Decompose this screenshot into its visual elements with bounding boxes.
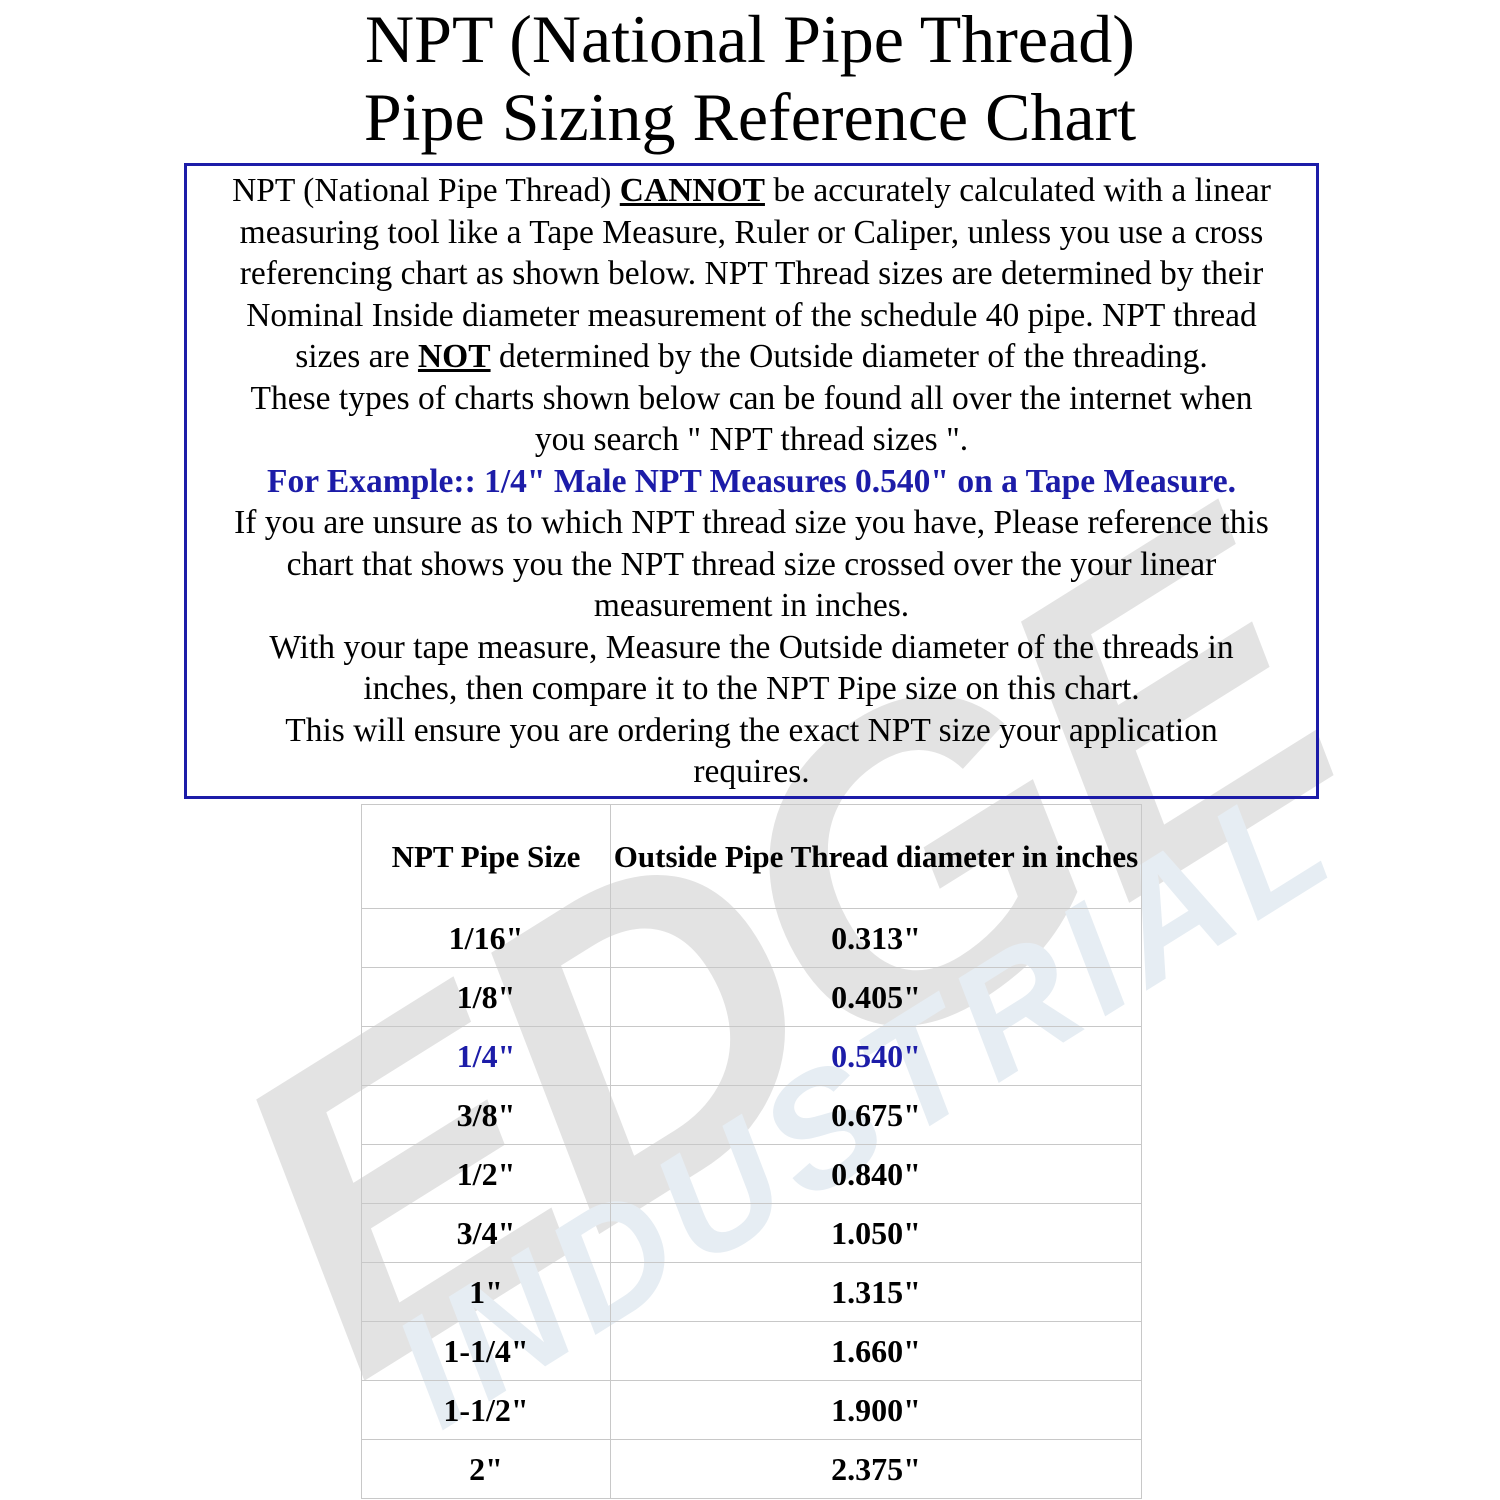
npt-size-cell: 3/4": [361, 1203, 611, 1263]
outside-diameter-cell: 0.675": [610, 1085, 1142, 1145]
text: determined by the Outside diameter of th…: [490, 338, 1208, 375]
npt-size-cell: 1/4": [361, 1026, 611, 1086]
npt-size-cell: 1-1/4": [361, 1321, 611, 1381]
notice-line: With your tape measure, Measure the Outs…: [269, 628, 1234, 666]
table-row: 1-1/2" 1.900": [361, 1380, 1142, 1440]
npt-size-cell: 1-1/2": [361, 1380, 611, 1440]
notice-line: requires.: [693, 753, 810, 790]
notice-line: This will ensure you are ordering the ex…: [285, 711, 1218, 749]
notice-box: NPT (National Pipe Thread) CANNOT be acc…: [184, 163, 1319, 799]
outside-diameter-cell: 2.375": [610, 1439, 1142, 1499]
notice-line: inches, then compare it to the NPT Pipe …: [363, 670, 1140, 707]
notice-line: measurement in inches.: [593, 587, 910, 624]
table-row: 3/8" 0.675": [361, 1085, 1142, 1145]
npt-size-cell: 1/8": [361, 967, 611, 1027]
text: NPT (National Pipe Thread): [232, 172, 620, 209]
example-line: For Example:: 1/4" Male NPT Measures 0.5…: [267, 462, 1236, 500]
npt-size-cell: 1/16": [361, 908, 611, 968]
table-row: 1-1/4" 1.660": [361, 1321, 1142, 1381]
outside-diameter-cell: 0.313": [610, 908, 1142, 968]
emphasis-not: NOT: [417, 338, 491, 375]
notice-line: referencing chart as shown below. NPT Th…: [239, 255, 1264, 292]
table-header-row: NPT Pipe Size Outside Pipe Thread diamet…: [361, 804, 1142, 909]
text: sizes are: [295, 338, 418, 375]
outside-diameter-cell: 0.405": [610, 967, 1142, 1027]
header-outside-diameter: Outside Pipe Thread diameter in inches: [610, 804, 1142, 909]
table-row: 1/8" 0.405": [361, 967, 1142, 1027]
npt-size-cell: 1": [361, 1262, 611, 1322]
notice-line: measuring tool like a Tape Measure, Rule…: [239, 213, 1264, 251]
outside-diameter-cell: 0.540": [610, 1026, 1142, 1086]
npt-size-cell: 2": [361, 1439, 611, 1499]
table-row: 1" 1.315": [361, 1262, 1142, 1322]
page-title-line1: NPT (National Pipe Thread): [365, 1, 1135, 77]
notice-line: sizes are NOT determined by the Outside …: [187, 336, 1316, 378]
table-row: 1/16" 0.313": [361, 908, 1142, 968]
outside-diameter-cell: 1.900": [610, 1380, 1142, 1440]
notice-line: NPT (National Pipe Thread) CANNOT be acc…: [187, 170, 1316, 212]
notice-line: These types of charts shown below can be…: [250, 379, 1253, 417]
npt-size-cell: 1/2": [361, 1144, 611, 1204]
header-npt-pipe-size: NPT Pipe Size: [361, 804, 611, 909]
table-row: 2" 2.375": [361, 1439, 1142, 1499]
table-row: 1/4" 0.540": [361, 1026, 1142, 1086]
table-row: 1/2" 0.840": [361, 1144, 1142, 1204]
npt-size-cell: 3/8": [361, 1085, 611, 1145]
table-row: 3/4" 1.050": [361, 1203, 1142, 1263]
page-title-line2: Pipe Sizing Reference Chart: [363, 79, 1137, 155]
emphasis-cannot: CANNOT: [619, 172, 765, 209]
outside-diameter-cell: 1.315": [610, 1262, 1142, 1322]
outside-diameter-cell: 0.840": [610, 1144, 1142, 1204]
notice-line: If you are unsure as to which NPT thread…: [234, 504, 1269, 541]
outside-diameter-cell: 1.660": [610, 1321, 1142, 1381]
notice-line: chart that shows you the NPT thread size…: [286, 545, 1217, 583]
npt-size-table: NPT Pipe Size Outside Pipe Thread diamet…: [361, 804, 1142, 1499]
outside-diameter-cell: 1.050": [610, 1203, 1142, 1263]
notice-line: Nominal Inside diameter measurement of t…: [246, 296, 1257, 334]
text: be accurately calculated with a linear: [764, 172, 1271, 209]
notice-line: you search " NPT thread sizes ".: [534, 421, 969, 458]
